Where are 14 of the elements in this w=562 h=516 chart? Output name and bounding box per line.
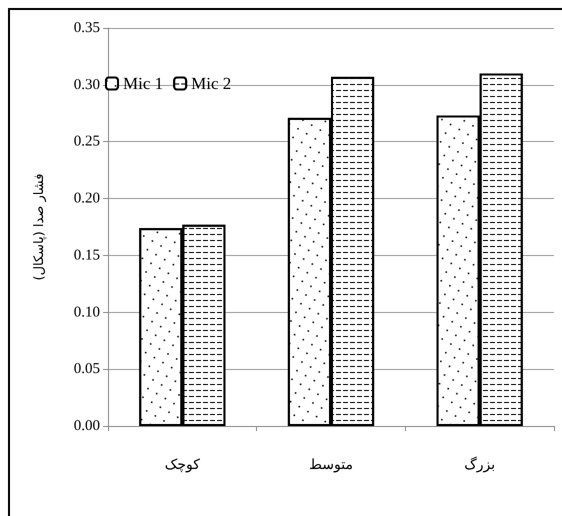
y-tick-label: 0.25	[74, 134, 100, 150]
x-tick-label: متوسط	[309, 457, 353, 473]
y-axis-title: فشار صدا (پاسکال)	[32, 174, 47, 280]
y-tick-label: 0.15	[74, 247, 100, 264]
y-tick-label: 0.05	[74, 361, 100, 378]
x-tick-label: بزرگ	[464, 456, 496, 473]
y-tick-label: 0.10	[74, 304, 100, 320]
y-tick-label: 0.30	[74, 76, 100, 93]
y-tick-label: 0.00	[74, 418, 100, 434]
legend-label: Mic 1	[123, 74, 164, 93]
x-tick-label: کوچک	[164, 457, 200, 473]
y-tick-label: 0.35	[74, 20, 100, 36]
y-tick-label: 0.20	[74, 190, 100, 207]
legend-label: Mic 2	[191, 74, 232, 93]
